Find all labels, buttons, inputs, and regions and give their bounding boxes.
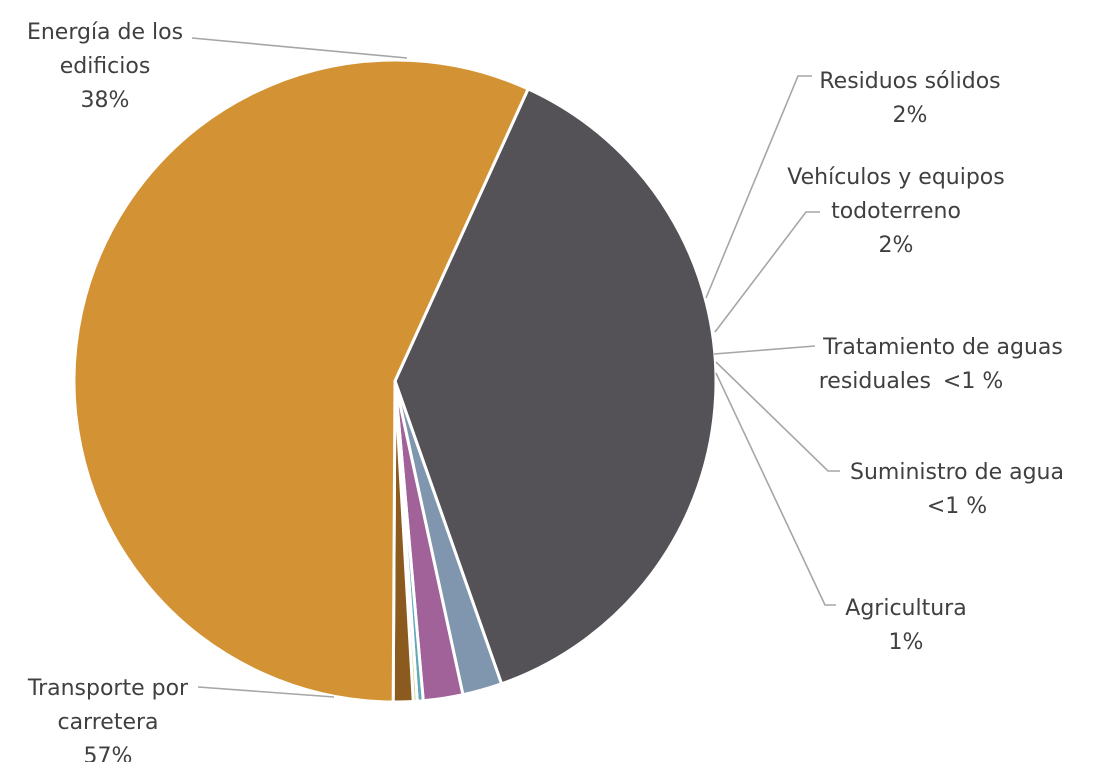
label-line: edificios [60, 54, 151, 79]
leader-lines [191, 37, 840, 698]
slice-label-tratamiento: Tratamiento de aguas residuales <1 % [819, 335, 1063, 394]
slice-energia [393, 87, 718, 686]
slice-label-energia: Energía de los edificios 38% [27, 20, 183, 113]
label-line: Energía de los [27, 20, 183, 45]
value-label: 38% [81, 88, 130, 113]
slice-transporte [72, 58, 530, 704]
leader-line-agricultura [715, 372, 836, 606]
label-line: carretera [57, 710, 158, 735]
label-line: Transporte por [27, 676, 189, 701]
value-label: <1 % [927, 494, 987, 519]
slice-label-suministro: Suministro de agua <1 % [850, 460, 1064, 519]
slice-label-vehiculos: Vehículos y equipos todoterreno 2% [787, 165, 1004, 258]
leader-line-residuos [705, 75, 812, 299]
label-line: Residuos sólidos [819, 69, 1000, 94]
label-line: residuales [819, 369, 931, 394]
slice-label-agricultura: Agricultura 1% [845, 596, 966, 655]
label-line: Tratamiento de aguas [822, 335, 1063, 360]
slice-labels: Energía de los edificios 38% Residuos sólid… [27, 20, 1064, 762]
pie-slices [72, 58, 718, 704]
label-line: Vehículos y equipos [787, 165, 1004, 190]
slice-label-transporte: Transporte por carretera 57% [27, 676, 189, 762]
label-line: Suministro de agua [850, 460, 1064, 485]
label-line: todoterreno [831, 199, 961, 224]
leader-line-transporte [197, 686, 335, 698]
leader-line-suministro [715, 361, 840, 472]
leader-line-energia [191, 37, 408, 59]
value-label: 1% [889, 630, 924, 655]
slice-label-residuos: Residuos sólidos 2% [819, 69, 1000, 128]
value-label: <1 % [943, 369, 1003, 394]
value-label: 2% [893, 103, 928, 128]
value-label: 2% [879, 233, 914, 258]
leader-line-vehiculos [714, 211, 820, 333]
value-label: 57% [84, 744, 133, 762]
leader-line-tratamiento [713, 345, 816, 355]
label-line: Agricultura [845, 596, 966, 621]
